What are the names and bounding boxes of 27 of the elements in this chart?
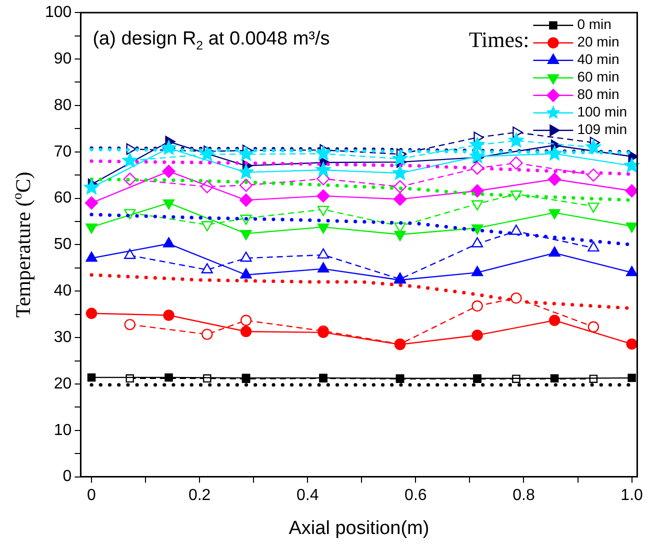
y-tick-label: 70 (54, 143, 72, 160)
x-tick-label: 0.4 (296, 486, 319, 504)
legend-label: 80 min (577, 86, 620, 102)
y-tick-label: 90 (54, 50, 72, 68)
legend-label: 109 min (577, 121, 628, 138)
x-tick-label: 0.2 (188, 486, 211, 504)
y-tick-label: 20 (54, 375, 72, 392)
y-tick-label: 80 (54, 96, 72, 114)
x-tick-label: 0.6 (404, 486, 427, 504)
legend-label: 0 min (577, 16, 612, 32)
legend-label: 40 min (577, 51, 620, 68)
y-tick-label: 100 (44, 4, 72, 22)
y-tick-label: 10 (54, 422, 72, 439)
x-tick-label: 0.8 (512, 486, 535, 504)
legend-title: Times: (468, 26, 530, 52)
y-tick-label: 50 (54, 236, 72, 254)
y-axis-title: Temperature (oC) (10, 172, 35, 318)
legend-label: 20 min (577, 34, 620, 50)
y-tick-label: 40 (54, 282, 72, 300)
y-tick-label: 30 (54, 328, 72, 346)
y-tick-label: 0 (62, 468, 72, 486)
x-tick-label: 1.0 (620, 486, 644, 504)
x-axis-title: Axial position(m) (288, 518, 430, 539)
x-tick-label: 0 (87, 486, 96, 504)
y-tick-label: 60 (54, 190, 72, 207)
legend-label: 100 min (577, 104, 628, 120)
legend-label: 60 min (577, 68, 620, 85)
